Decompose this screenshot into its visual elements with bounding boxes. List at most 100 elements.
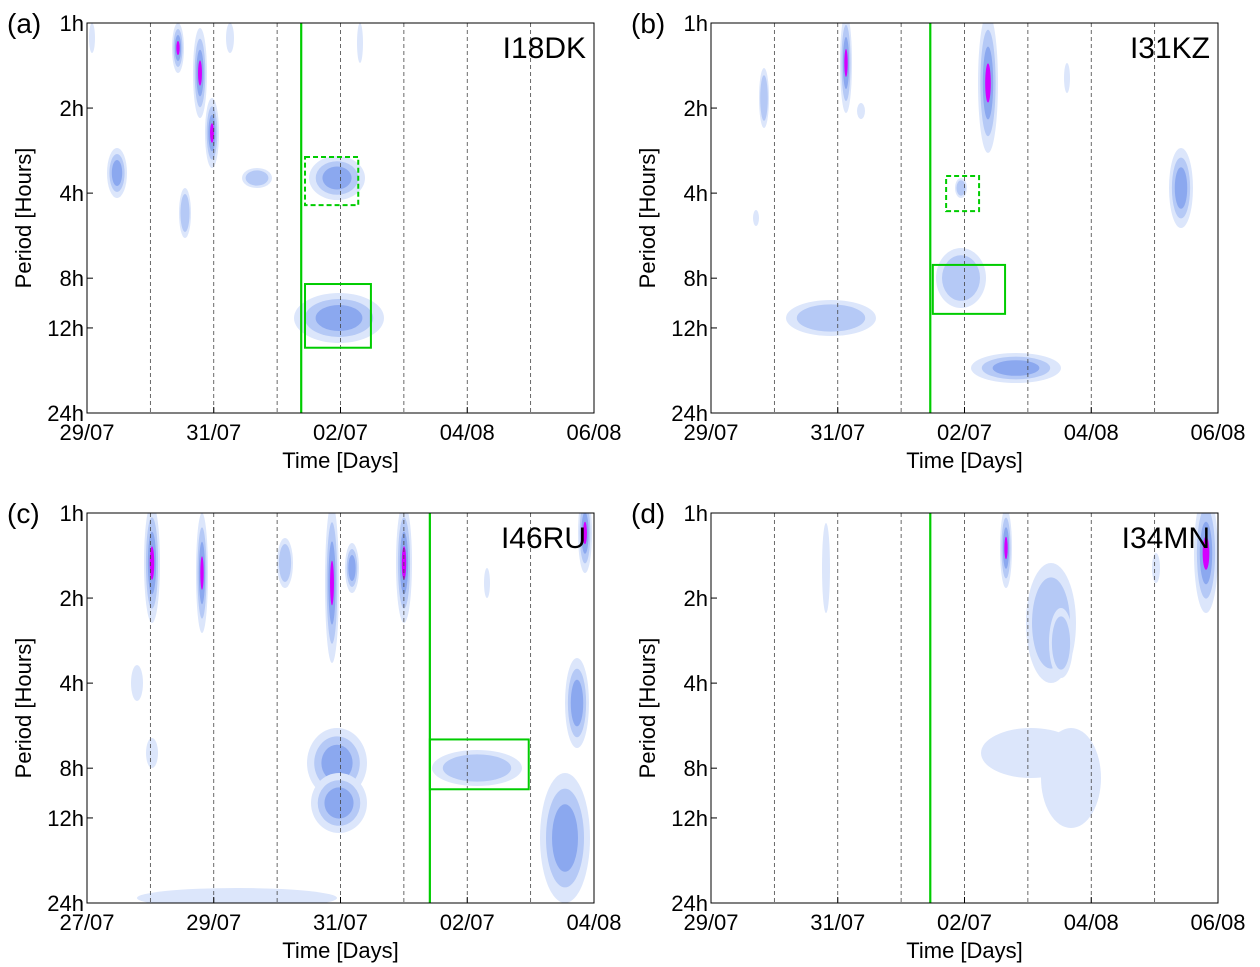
- panel: 29/07 31/07 02/07 04/08 06/08 1h 2h 4h 8h 12h 24h T…: [7, 8, 622, 473]
- contour-region: [226, 23, 234, 53]
- y-tick-label: 2h: [684, 586, 708, 611]
- contour-region: [198, 60, 202, 86]
- contour-region: [985, 63, 991, 103]
- contour-region: [570, 679, 584, 727]
- y-tick-label: 4h: [60, 181, 84, 206]
- y-tick-label: 2h: [684, 96, 708, 121]
- contour-region: [1004, 536, 1008, 560]
- y-tick-label: 24h: [671, 401, 708, 426]
- x-tick-label: 31/07: [810, 420, 865, 445]
- contour-region: [753, 210, 759, 226]
- x-tick-label: 04/08: [566, 910, 621, 935]
- y-tick-label: 1h: [60, 11, 84, 36]
- contour-region: [176, 41, 180, 55]
- y-axis-label: Period [Hours]: [11, 638, 36, 779]
- contour-region: [442, 754, 512, 782]
- x-tick-label: 31/07: [810, 910, 865, 935]
- contour-region: [324, 787, 354, 819]
- plot-area: [773, 513, 1218, 903]
- x-tick-label: 06/08: [1190, 910, 1245, 935]
- station-title: I46RU: [501, 522, 586, 555]
- contour-region: [111, 160, 123, 186]
- panel: 27/07 29/07 31/07 02/07 04/08 1h 2h 4h 8h 12h 24h T…: [7, 498, 622, 963]
- x-axis-label: Time [Days]: [282, 938, 399, 963]
- contour-region: [857, 103, 865, 119]
- y-tick-label: 12h: [47, 316, 84, 341]
- contour-region: [322, 166, 352, 190]
- y-axis-label: Period [Hours]: [635, 148, 660, 289]
- contour-region: [1152, 553, 1160, 583]
- station-title: I31KZ: [1130, 32, 1210, 65]
- x-axis-label: Time [Days]: [906, 448, 1023, 473]
- highlight-box: [945, 175, 981, 213]
- contour-region: [278, 544, 292, 582]
- x-tick-label: 06/08: [566, 420, 621, 445]
- plot-area: [131, 513, 592, 903]
- contour-region: [89, 23, 95, 53]
- y-tick-label: 24h: [47, 401, 84, 426]
- y-tick-label: 1h: [684, 11, 708, 36]
- contour-region: [552, 804, 578, 872]
- x-tick-label: 02/07: [937, 910, 992, 935]
- contour-region: [210, 123, 214, 143]
- y-tick-label: 4h: [684, 181, 708, 206]
- y-tick-label: 8h: [60, 756, 84, 781]
- highlight-box: [304, 283, 372, 349]
- y-tick-label: 4h: [684, 671, 708, 696]
- contour-region: [796, 304, 866, 332]
- contour-region: [146, 738, 158, 768]
- contour-region: [131, 665, 143, 701]
- contour-region: [137, 888, 337, 903]
- y-tick-label: 2h: [60, 96, 84, 121]
- contour-region: [942, 255, 980, 301]
- y-tick-label: 24h: [47, 891, 84, 916]
- contour-region: [321, 744, 353, 782]
- contour-region: [245, 170, 269, 186]
- contour-region: [357, 23, 363, 63]
- x-tick-label: 29/07: [59, 420, 114, 445]
- x-tick-label: 06/08: [1190, 420, 1245, 445]
- x-tick-label: 04/08: [1064, 910, 1119, 935]
- contour-region: [315, 305, 363, 331]
- contour-region: [200, 556, 204, 590]
- contour-region: [1051, 616, 1071, 670]
- y-tick-label: 24h: [671, 891, 708, 916]
- contour-region: [992, 360, 1040, 376]
- y-tick-label: 8h: [684, 756, 708, 781]
- x-tick-label: 29/07: [186, 910, 241, 935]
- x-tick-label: 02/07: [937, 420, 992, 445]
- y-tick-label: 12h: [671, 316, 708, 341]
- y-axis-label: Period [Hours]: [11, 148, 36, 289]
- contour-region: [1174, 167, 1188, 209]
- y-tick-label: 12h: [47, 806, 84, 831]
- plot-area: [753, 23, 1193, 413]
- contour-region: [180, 194, 190, 232]
- contour-region: [1202, 536, 1210, 570]
- y-tick-label: 4h: [60, 671, 84, 696]
- y-tick-label: 8h: [60, 266, 84, 291]
- contour-region: [149, 546, 155, 580]
- contour-region: [844, 49, 848, 77]
- highlight-box: [428, 738, 530, 791]
- contour-region: [956, 180, 966, 196]
- highlight-box: [931, 263, 1007, 315]
- x-tick-label: 27/07: [59, 910, 114, 935]
- contour-region: [1041, 728, 1101, 828]
- panel-label: (d): [631, 498, 665, 529]
- contour-region: [760, 75, 768, 121]
- y-tick-label: 12h: [671, 806, 708, 831]
- y-axis-label: Period [Hours]: [635, 638, 660, 779]
- highlight-box: [304, 155, 360, 207]
- y-tick-label: 1h: [684, 501, 708, 526]
- x-axis-label: Time [Days]: [282, 448, 399, 473]
- y-tick-label: 2h: [60, 586, 84, 611]
- x-tick-label: 04/08: [1064, 420, 1119, 445]
- contour-region: [330, 560, 334, 606]
- x-axis-label: Time [Days]: [906, 938, 1023, 963]
- x-tick-label: 29/07: [683, 910, 738, 935]
- panel-label: (b): [631, 8, 665, 39]
- x-tick-label: 31/07: [313, 910, 368, 935]
- panel: 29/07 31/07 02/07 04/08 06/08 1h 2h 4h 8h 12h 24h T…: [631, 498, 1246, 963]
- station-title: I34MN: [1122, 522, 1210, 555]
